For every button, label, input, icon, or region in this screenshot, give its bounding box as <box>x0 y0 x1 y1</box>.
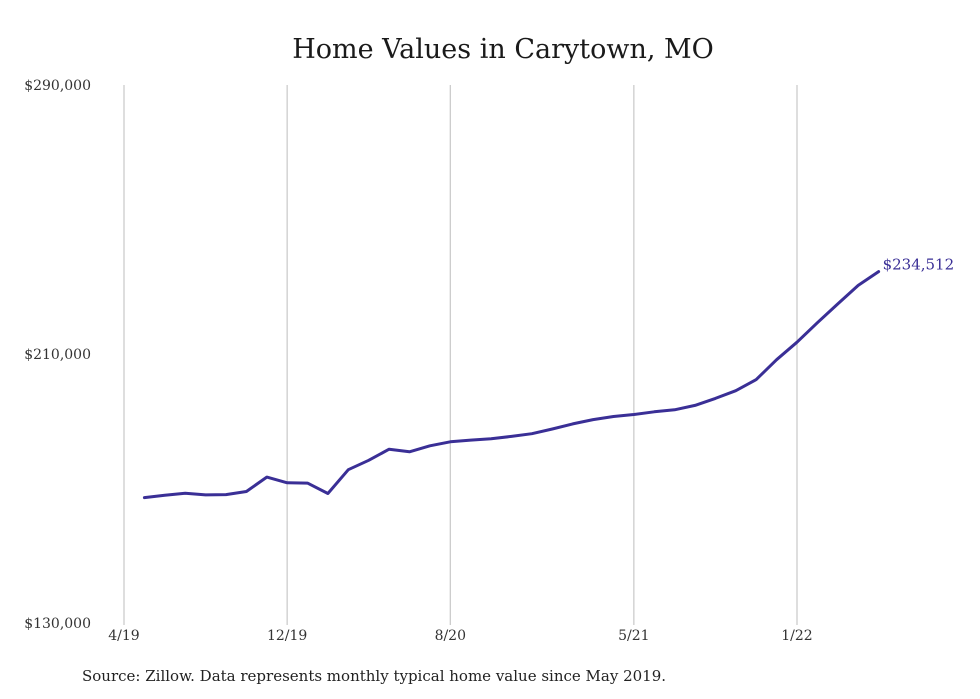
series-line <box>142 270 881 500</box>
x-tick-label: 4/19 <box>108 628 139 644</box>
x-tick-label: 1/22 <box>781 628 812 644</box>
x-tick-label: 5/21 <box>618 628 649 644</box>
chart-title: Home Values in Carytown, MO <box>292 34 714 65</box>
y-tick-label: $130,000 <box>24 616 91 632</box>
source-note: Source: Zillow. Data represents monthly … <box>82 667 667 685</box>
y-axis-ticks: $290,000 $210,000 $130,000 <box>24 78 91 632</box>
gridlines <box>123 85 798 625</box>
x-axis-ticks: 4/19 12/19 8/20 5/21 1/22 <box>108 628 812 644</box>
x-tick-label: 8/20 <box>435 628 466 644</box>
y-tick-label: $210,000 <box>24 347 91 363</box>
series-layer: $234,512 <box>142 256 955 500</box>
end-value-label: $234,512 <box>883 256 955 274</box>
x-tick-label: 12/19 <box>267 628 307 644</box>
y-tick-label: $290,000 <box>24 78 91 94</box>
